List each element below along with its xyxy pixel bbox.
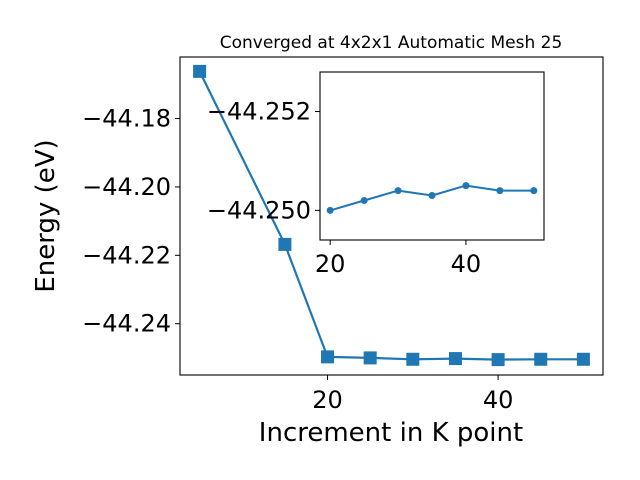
inset-data-point — [496, 187, 504, 195]
main-y-tick-label: −44.24 — [82, 310, 171, 338]
inset-data-point — [326, 206, 334, 214]
main-data-point — [363, 351, 377, 365]
main-data-point — [406, 352, 420, 366]
y-axis-label: Energy (eV) — [31, 139, 61, 292]
main-ticks-group: 20 40 −44.18 −44.20 −44.22 −44.24 — [82, 105, 513, 414]
main-x-tick-label: 40 — [483, 386, 514, 414]
inset-series-group — [326, 182, 538, 214]
inset-ticks-group: 20 40 −44.252 −44.250 — [207, 98, 481, 278]
inset-y-tick-label: −44.252 — [207, 98, 311, 126]
main-plot-frame — [179, 56, 604, 376]
inset-chart: 20 40 −44.252 −44.250 — [207, 71, 545, 278]
inset-y-tick-label: −44.250 — [207, 196, 311, 224]
inset-plot-frame — [319, 71, 545, 241]
main-data-point — [193, 64, 207, 78]
inset-x-tick-label: 40 — [451, 250, 482, 278]
main-y-tick-label: −44.20 — [82, 173, 171, 201]
inset-data-point — [394, 187, 402, 195]
main-data-point — [321, 350, 335, 364]
main-x-tick-label: 20 — [312, 386, 343, 414]
main-data-point — [491, 353, 505, 367]
inset-data-point — [360, 196, 368, 204]
main-data-point — [448, 352, 462, 366]
main-y-tick-label: −44.22 — [82, 241, 171, 269]
main-data-point — [576, 352, 590, 366]
x-axis-label: Increment in K point — [259, 418, 523, 448]
inset-data-point — [462, 182, 470, 190]
inset-data-point — [428, 192, 436, 200]
main-y-tick-label: −44.18 — [82, 105, 171, 133]
inset-background — [320, 72, 544, 240]
main-data-point — [534, 352, 548, 366]
inset-data-point — [530, 187, 538, 195]
chart-title: Converged at 4x2x1 Automatic Mesh 25 — [220, 33, 563, 53]
main-chart: Converged at 4x2x1 Automatic Mesh 25 20 4… — [31, 33, 604, 448]
inset-x-tick-label: 20 — [315, 250, 346, 278]
main-series-group — [193, 64, 590, 367]
main-data-point — [278, 237, 292, 251]
